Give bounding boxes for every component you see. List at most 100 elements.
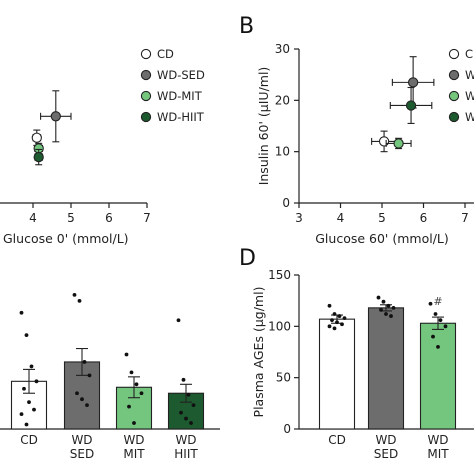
panel-c-wd-hiit-dot-1	[181, 377, 186, 382]
panel-d-cd-dot-6	[340, 322, 344, 327]
panel-c-wd-hiit-category-label-1: HIIT	[174, 447, 198, 461]
panel-d-wd-mit-category-label-0: WD	[427, 433, 448, 447]
panel-b-legend-label-cd: CD	[465, 47, 474, 61]
panel-d-y-tick-label-100: 100	[268, 319, 291, 333]
panel-c-wd-mit-category-label-0: WD	[123, 433, 144, 447]
panel-d-y-tick-label-0: 0	[283, 422, 291, 436]
panel-c-wd-mit-dot-5	[132, 421, 136, 425]
panel-c-wd-sed-category-label-0: WD	[71, 433, 92, 447]
panel-c-wd-hiit-dot-6	[189, 421, 193, 425]
panel-b-y-tick-label-0: 0	[282, 196, 290, 210]
panel-b-wd-sed-point	[407, 77, 419, 88]
panel-a-legend-label-wd-sed: WD-SED	[157, 68, 205, 82]
panel-d-wd-sed-dot-5	[384, 312, 388, 316]
panel-d-cd-dot-1	[332, 312, 337, 316]
panel-b-legend-label-wd-mit: WD-MIT	[465, 89, 474, 103]
panel-a-legend-marker-cd	[140, 48, 152, 60]
panel-a-x-tick-label-4: 4	[29, 211, 37, 225]
panel-c-wd-hiit-dot-0	[176, 318, 181, 323]
panel-b-wd-mit-point	[393, 138, 404, 149]
panel-d-cd-dot-7	[327, 324, 332, 329]
panel-d-wd-mit-dot-3	[443, 324, 448, 329]
panel-d-cd-dot-0	[327, 303, 332, 308]
panel-b: 0 10 20 30 3 4 5 6 7 Glucose 60' (mmol/L) Insulin …	[256, 42, 474, 246]
panel-c-wd-sed-dot-4	[75, 391, 79, 396]
panel-a-legend-marker-wd-hiit	[140, 111, 152, 123]
panel-d-wd-sed-dot-2	[386, 303, 391, 308]
panel-d-wd-mit-significance: #	[433, 295, 442, 308]
panel-b-x-tick-label-5: 5	[378, 211, 386, 225]
panel-d-wd-sed-dot-0	[376, 295, 381, 300]
panel-d-wd-sed-dot-3	[391, 305, 396, 310]
panel-c-wd-sed-dot-2	[82, 360, 87, 364]
panel-d-wd-mit-dot-0	[428, 301, 433, 306]
panel-c-cd-category-label-0: CD	[20, 433, 38, 447]
panel-d-wd-sed-category-label-0: WD	[375, 433, 396, 447]
panel-a-legend-marker-wd-sed	[140, 69, 152, 81]
panel-d-wd-mit-dot-1	[433, 312, 438, 316]
panel-b-y-tick-label-30: 30	[275, 42, 290, 56]
panel-c-wd-mit-dot-3	[139, 391, 144, 396]
panel-b-legend-marker-wd-sed	[448, 69, 460, 81]
panel-d-cd-dot-5	[335, 320, 339, 325]
panel-c-wd-sed-dot-0	[72, 293, 77, 297]
panel-a-legend-label-wd-mit: WD-MIT	[157, 89, 203, 103]
panel-a-legend-label-wd-hiit: WD-HIIT	[157, 110, 205, 124]
panel-b-legend-label-wd-hiit: WD-HIIT	[465, 110, 474, 124]
panel-c-cd-dot-0	[19, 310, 24, 315]
panel-b-y-axis-title: Insulin 60' (µIU/ml)	[256, 67, 271, 186]
panel-letter-b: B	[239, 14, 254, 39]
panel-a-x-tick-label-6: 6	[105, 211, 113, 225]
panel-a-x-axis-title: Glucose 0' (mmol/L)	[3, 231, 129, 246]
panel-d-y-axis-title: Plasma AGEs (µg/ml)	[251, 287, 266, 418]
panel-d-cd-bar	[318, 318, 356, 430]
panel-d-cd-dot-3	[342, 316, 347, 321]
panel-d-wd-mit-dot-5	[436, 344, 440, 349]
panel-d-wd-mit-bar	[419, 322, 457, 430]
panel-c-wd-hiit-dot-5	[184, 416, 188, 421]
panel-d-cd-dot-2	[337, 314, 342, 318]
panel-b-cd-point	[378, 136, 390, 147]
panel-d-wd-sed-dot-1	[381, 299, 386, 304]
panel-b-y-tick-label-10: 10	[275, 145, 290, 159]
panel-b-x-tick-label-7: 7	[461, 211, 469, 225]
panel-c-cd-dot-5	[27, 400, 31, 405]
panel-b-x-tick-label-6: 6	[420, 211, 428, 225]
panel-c-wd-hiit-dot-3	[191, 403, 196, 408]
panel-a-wd-sed-point	[50, 111, 61, 122]
panel-d-cd-dot-8	[332, 326, 337, 331]
panel-a-wd-hiit-point	[33, 151, 44, 163]
panel-c-cd-dot-6	[32, 407, 36, 412]
panel-c-cd-dot-1	[24, 333, 29, 338]
panel-letter-d: D	[239, 246, 256, 271]
panel-c-wd-sed-dot-1	[77, 298, 82, 303]
panel-b-legend-marker-cd	[448, 48, 460, 60]
panel-d-wd-mit-dot-4	[431, 334, 435, 339]
panel-d-wd-mit-dot-2	[438, 318, 443, 323]
panel-c-cd-dot-2	[29, 364, 34, 369]
panel-d-y-tick-label-50: 50	[276, 371, 291, 385]
panel-b-wd-hiit-point	[405, 100, 417, 111]
panel-d-wd-sed-bar	[367, 307, 405, 430]
panel-c-wd-hiit-dot-2	[186, 392, 191, 397]
panel-d-wd-sed-dot-6	[389, 314, 393, 318]
panel-c-cd-dot-3	[34, 379, 39, 384]
panel-c-wd-hiit-dot-4	[179, 410, 183, 415]
panel-b-x-tick-label-4: 4	[337, 211, 345, 225]
panel-c-wd-mit-dot-1	[129, 370, 134, 375]
panel-a-cd-point	[31, 132, 42, 143]
panel-a: 4 5 6 7 Glucose 0' (mmol/L) CD WD-SED WD-MIT WD-…	[0, 47, 205, 246]
panel-c-wd-sed-dot-6	[85, 403, 89, 408]
panel-b-legend-marker-wd-mit	[448, 90, 460, 102]
panel-d-wd-mit-category-label-1: MIT	[427, 447, 449, 461]
panel-d-cd-dot-4	[330, 318, 334, 323]
panel-d-cd-category-label-0: CD	[328, 433, 346, 447]
panel-b-legend-label-wd-sed: WD-SED	[465, 68, 474, 82]
panel-c-wd-mit-dot-0	[124, 352, 129, 357]
panel-b-x-tick-label-3: 3	[295, 211, 303, 225]
panel-c-wd-sed-dot-5	[80, 397, 84, 402]
panel-c-wd-mit-dot-4	[127, 404, 131, 409]
panel-c-wd-sed-dot-3	[87, 373, 92, 378]
